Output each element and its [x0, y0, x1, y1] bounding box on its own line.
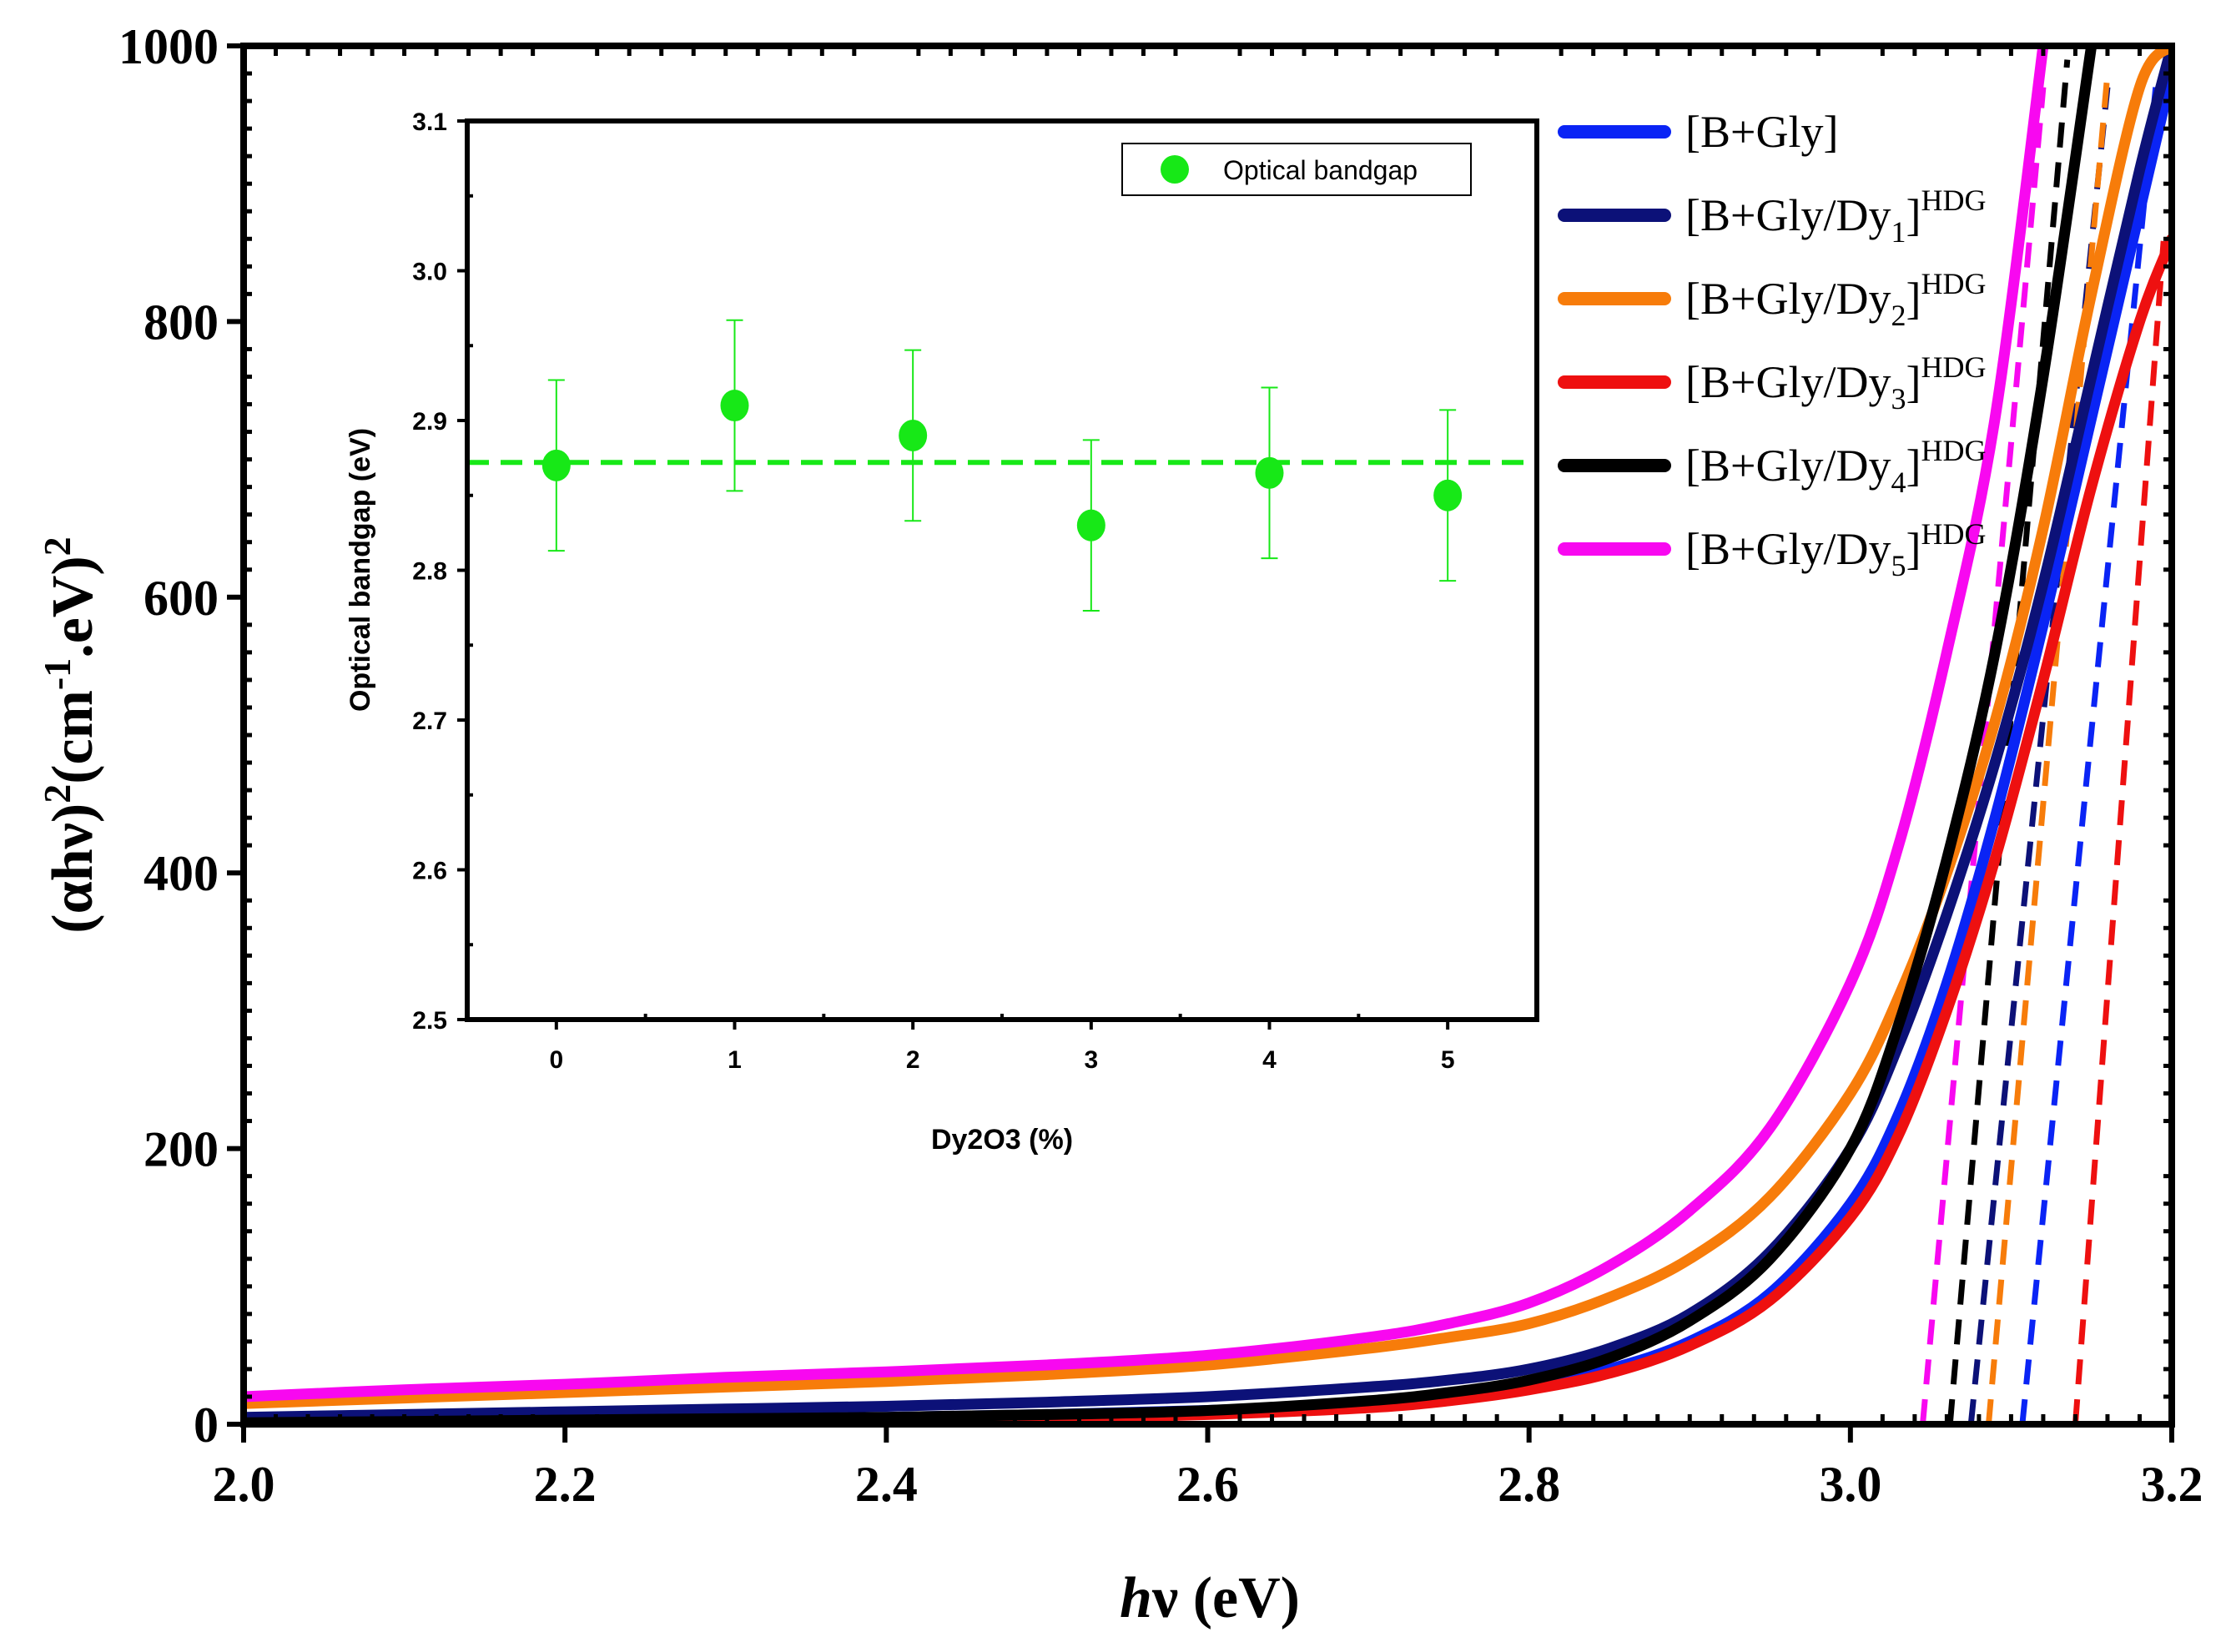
- series-line-5: [242, 46, 2049, 1403]
- x-tick-label: 3.2: [2141, 1457, 2203, 1512]
- x-tick-label: 2.2: [534, 1457, 597, 1512]
- y-tick-label: 400: [144, 846, 219, 901]
- legend-label-1: [B+Gly/Dy1]HDG: [1685, 184, 1986, 249]
- legend-label-4: [B+Gly/Dy4]HDG: [1685, 434, 1986, 499]
- inset-y-tick-label: 2.7: [412, 708, 447, 735]
- y-axis-label: (αhν)2(cm-1.eV)2: [36, 536, 105, 933]
- series-line-1: [242, 46, 2172, 1423]
- inset-x-tick-label: 2: [906, 1046, 920, 1074]
- legend-label-3: [B+Gly/Dy3]HDG: [1685, 350, 1986, 416]
- inset-y-tick-label: 3.0: [412, 259, 447, 286]
- legend-label-2: [B+Gly/Dy2]HDG: [1685, 267, 1986, 332]
- inset-legend: Optical bandgap: [1121, 143, 1472, 196]
- inset-x-axis-label: Dy2O3 (%): [931, 1124, 1073, 1156]
- inset-point-0: [541, 449, 571, 481]
- main-legend: [B+Gly] [B+Gly/Dy1]HDG [B+Gly/Dy2]HDG [B+Gl…: [1558, 107, 1986, 582]
- tangent-line-0: [2019, 87, 2159, 1425]
- x-tick-label: 2.8: [1498, 1457, 1560, 1512]
- inset-x-tick-label: 4: [1262, 1046, 1277, 1074]
- x-axis-label: hν (eV): [1120, 1566, 1300, 1630]
- y-tick-label: 800: [144, 295, 219, 350]
- inset-legend-marker: [1161, 155, 1189, 184]
- y-tick-label: 200: [144, 1122, 219, 1177]
- main-axis-ticks: 2.0 2.2 2.4 2.6 2.8 3.0 3.2 0 200 400 600 800 1000: [118, 19, 2203, 1512]
- inset-point-2: [899, 419, 928, 451]
- inset-y-tick-label: 2.8: [412, 558, 447, 586]
- inset-y-tick-label: 2.6: [412, 858, 447, 885]
- inset-point-4: [1255, 456, 1284, 489]
- legend-label-5: [B+Gly/Dy5]HDG: [1685, 517, 1986, 582]
- x-tick-label: 2.0: [213, 1457, 275, 1512]
- tangent-line-1: [1967, 87, 2111, 1425]
- inset-x-tick-label: 3: [1084, 1046, 1098, 1074]
- legend-label-0: [B+Gly]: [1685, 107, 1838, 157]
- inset-point-1: [720, 390, 749, 422]
- y-tick-label: 600: [144, 571, 219, 626]
- series-line-2: [242, 46, 2172, 1409]
- inset-data: [467, 319, 1537, 612]
- y-tick-label: 1000: [118, 19, 219, 74]
- x-tick-label: 3.0: [1819, 1457, 1881, 1512]
- inset-background: [466, 119, 1539, 1021]
- tangent-line-4: [1946, 59, 2071, 1425]
- inset-y-tick-label: 2.9: [412, 408, 447, 436]
- inset-legend-label: Optical bandgap: [1223, 155, 1418, 185]
- tangent-line-5: [1920, 87, 2047, 1425]
- inset-point-5: [1433, 479, 1463, 511]
- inset-y-tick-label: 2.5: [412, 1007, 447, 1035]
- inset-y-tick-label: 3.1: [412, 108, 447, 136]
- inset-x-tick-label: 0: [549, 1046, 563, 1074]
- x-tick-label: 2.4: [855, 1457, 918, 1512]
- inset-y-axis-label: Optical bandgap (eV): [345, 428, 376, 712]
- inset-point-3: [1076, 509, 1105, 541]
- inset-x-tick-label: 1: [728, 1046, 742, 1074]
- y-tick-label: 0: [194, 1398, 219, 1453]
- x-tick-label: 2.6: [1176, 1457, 1239, 1512]
- inset-x-tick-label: 5: [1441, 1046, 1455, 1074]
- inset-axis-ticks: 0 1 2 3 4 5 2.5 2.6 2.7 2.8 2.9 3.0 3.1: [412, 108, 1454, 1074]
